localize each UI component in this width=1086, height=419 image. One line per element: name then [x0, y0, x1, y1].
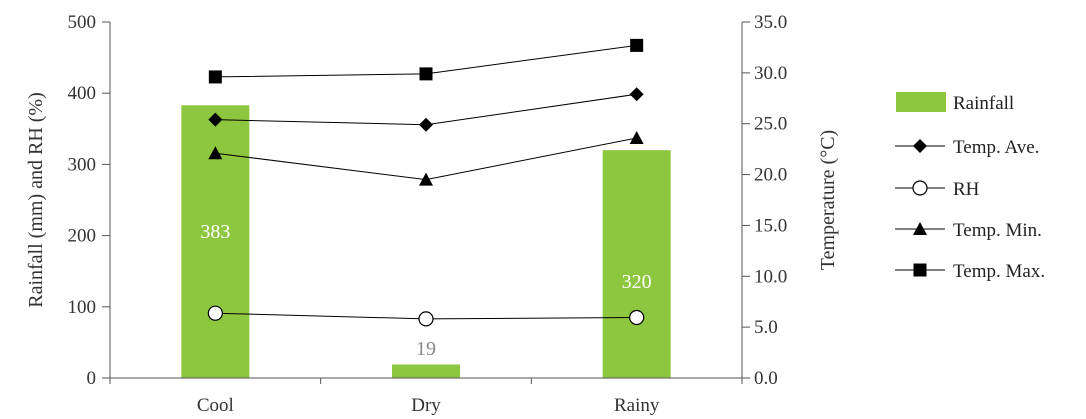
- y-axis-title: Rainfall (mm) and RH (%): [25, 92, 47, 308]
- legend-marker-temp-max: [913, 263, 927, 277]
- legend-swatch-rainfall: [896, 92, 946, 112]
- bar-dry: [392, 364, 460, 378]
- legend-label-rainfall: Rainfall: [953, 93, 1014, 114]
- legend-label-temp-max: Temp. Max.: [953, 261, 1045, 282]
- point-temp-max: [630, 38, 644, 52]
- point-rh: [629, 309, 645, 326]
- x-tick-label: Rainy: [614, 395, 660, 416]
- x-tick-label: Dry: [411, 395, 441, 416]
- point-temp-min: [208, 146, 223, 160]
- y2-tick-label: 30.0: [754, 63, 787, 84]
- bar-data-label: 19: [416, 338, 436, 360]
- legend-label-temp-min: Temp. Min.: [953, 220, 1042, 241]
- y2-tick-label: 0.0: [754, 368, 778, 389]
- legend-label-rh: RH: [953, 179, 980, 200]
- legend-marker-rh: [912, 180, 928, 196]
- point-temp-min: [419, 172, 433, 186]
- y2-tick-label: 25.0: [754, 114, 787, 135]
- y-tick-label: 100: [68, 297, 97, 318]
- point-rh: [418, 311, 434, 327]
- y2-axis-title: Temperature (°C): [817, 130, 839, 270]
- y-tick-label: 500: [68, 12, 97, 33]
- y-tick-label: 400: [68, 83, 97, 104]
- bar-data-label: 320: [622, 271, 652, 293]
- point-rh: [207, 305, 223, 321]
- legend-marker-temp-ave: [913, 139, 927, 153]
- point-temp-ave: [419, 117, 433, 132]
- y2-tick-label: 35.0: [754, 12, 787, 33]
- point-temp-max: [208, 70, 222, 84]
- y-tick-label: 200: [68, 226, 97, 247]
- point-temp-ave: [629, 87, 644, 102]
- legend-marker-temp-min: [913, 222, 927, 235]
- y-tick-label: 0: [87, 368, 97, 389]
- point-temp-ave: [208, 112, 223, 127]
- legend-label-temp-ave: Temp. Ave.: [953, 137, 1039, 158]
- y-tick-label: 300: [68, 154, 97, 175]
- point-temp-min: [629, 130, 644, 144]
- x-tick-label: Cool: [197, 395, 234, 416]
- y2-tick-label: 5.0: [754, 317, 778, 338]
- point-temp-max: [419, 67, 433, 81]
- y2-tick-label: 15.0: [754, 215, 787, 236]
- bar-data-label: 383: [200, 221, 230, 243]
- y2-tick-label: 20.0: [754, 165, 787, 186]
- y2-tick-label: 10.0: [754, 266, 787, 287]
- bar-rainy: [602, 150, 671, 378]
